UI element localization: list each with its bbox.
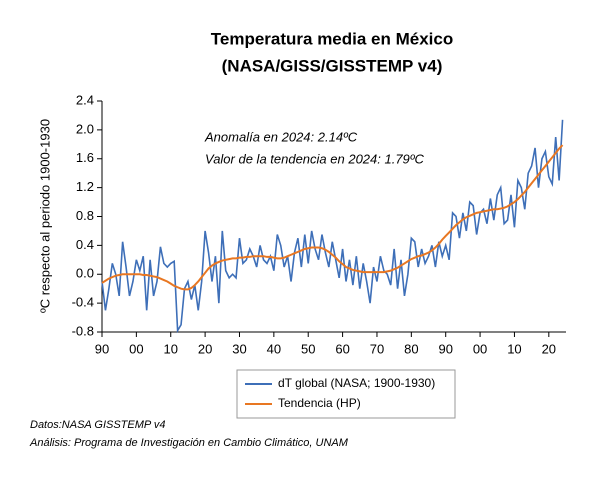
y-tick-label: 1.6 bbox=[76, 150, 94, 165]
x-tick-label: 40 bbox=[267, 341, 281, 356]
chart-subtitle: (NASA/GISS/GISSTEMP v4) bbox=[222, 56, 443, 75]
y-tick-label: -0.4 bbox=[72, 295, 94, 310]
y-tick-label: -0.8 bbox=[72, 323, 94, 338]
chart-title: Temperatura media en México bbox=[211, 29, 454, 48]
x-tick-label: 20 bbox=[542, 341, 556, 356]
note: Datos:NASA GISSTEMP v4 bbox=[30, 419, 166, 431]
x-tick-label: 70 bbox=[370, 341, 384, 356]
x-tick-label: 30 bbox=[232, 341, 246, 356]
x-tick-label: 50 bbox=[301, 341, 315, 356]
legend-label: dT global (NASA; 1900-1930) bbox=[278, 376, 435, 390]
x-tick-label: 80 bbox=[404, 341, 418, 356]
note: Análisis: Programa de Investigación en C… bbox=[29, 437, 349, 449]
legend-label: Tendencia (HP) bbox=[278, 396, 361, 410]
y-tick-label: 1.2 bbox=[76, 179, 94, 194]
y-axis-label: ºC respecto al periodo 1900-1930 bbox=[37, 119, 52, 313]
annotation: Valor de la tendencia en 2024: 1.79ºC bbox=[205, 151, 425, 166]
annotation: Anomalía en 2024: 2.14ºC bbox=[204, 129, 358, 144]
x-tick-label: 10 bbox=[164, 341, 178, 356]
x-tick-label: 00 bbox=[129, 341, 143, 356]
x-tick-label: 90 bbox=[438, 341, 452, 356]
x-tick-label: 00 bbox=[473, 341, 487, 356]
x-tick-label: 10 bbox=[507, 341, 521, 356]
y-tick-label: 0.0 bbox=[76, 266, 94, 281]
y-tick-label: 2.4 bbox=[76, 92, 94, 107]
x-tick-label: 90 bbox=[95, 341, 109, 356]
y-tick-label: 0.8 bbox=[76, 208, 94, 223]
legend-box bbox=[236, 369, 456, 419]
x-tick-label: 20 bbox=[198, 341, 212, 356]
x-tick-label: 60 bbox=[335, 341, 349, 356]
series-line bbox=[101, 144, 564, 291]
y-tick-label: 2.0 bbox=[76, 121, 94, 136]
series-line bbox=[101, 119, 564, 334]
y-tick-label: 0.4 bbox=[76, 237, 94, 252]
